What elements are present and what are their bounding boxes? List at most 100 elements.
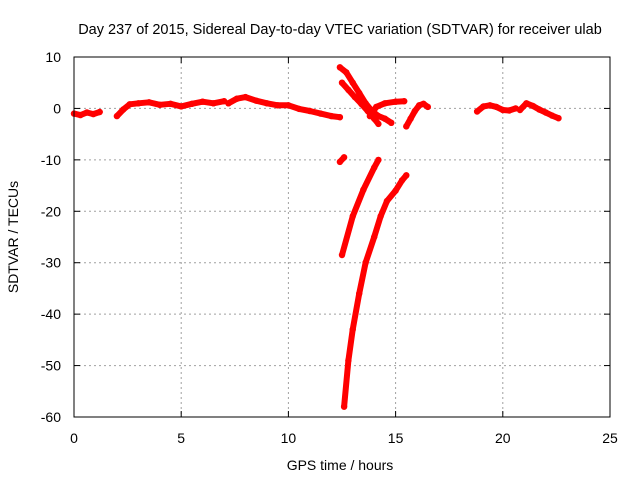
data-point — [336, 158, 344, 166]
data-point — [77, 111, 84, 119]
data-point — [523, 100, 530, 107]
data-point — [362, 259, 369, 266]
data-point — [392, 98, 399, 105]
data-point — [366, 112, 374, 120]
data-point — [403, 172, 410, 179]
data-point — [375, 156, 382, 164]
data-point — [349, 79, 356, 86]
data-point — [473, 108, 481, 115]
data-point — [178, 103, 185, 110]
y-axis-title: SDTVAR / TECUs — [5, 181, 21, 293]
y-tick-label: 0 — [53, 100, 61, 116]
data-point — [349, 326, 356, 333]
data-point — [407, 115, 414, 122]
data-point — [555, 115, 562, 122]
data-point — [375, 120, 382, 128]
y-tick-label: -10 — [41, 152, 61, 168]
data-point — [343, 69, 350, 76]
data-point — [199, 98, 206, 105]
series-band-arc-b1 — [336, 64, 395, 126]
data-point — [83, 109, 91, 116]
data-point — [377, 213, 384, 220]
data-point — [398, 177, 406, 184]
x-tick-label: 15 — [388, 430, 404, 446]
y-tick-label: -40 — [41, 306, 61, 322]
x-tick-label: 0 — [70, 430, 78, 446]
y-tick-label: 10 — [45, 49, 61, 65]
data-point — [96, 108, 103, 116]
data-point — [548, 112, 556, 119]
data-point — [113, 112, 121, 120]
data-series — [70, 64, 562, 410]
data-point — [392, 187, 399, 194]
x-tick-labels: 0 5 10 15 20 25 — [70, 430, 618, 446]
data-point — [340, 403, 348, 410]
data-point — [358, 100, 365, 108]
data-point — [403, 123, 410, 130]
data-point — [345, 357, 352, 364]
data-point — [349, 213, 356, 220]
data-point — [167, 100, 174, 108]
data-point — [210, 100, 217, 107]
data-point — [336, 64, 344, 71]
data-point — [328, 112, 335, 120]
data-point — [351, 93, 359, 101]
data-point — [486, 102, 494, 109]
data-point — [135, 100, 142, 107]
data-point — [506, 107, 513, 114]
data-point — [188, 100, 196, 108]
data-point — [388, 119, 395, 127]
data-point — [90, 110, 97, 118]
data-point — [285, 102, 292, 109]
data-point — [536, 106, 543, 113]
data-point — [480, 103, 487, 110]
data-point — [529, 102, 536, 110]
data-point — [338, 79, 346, 86]
data-point — [345, 86, 352, 94]
data-point — [156, 101, 163, 109]
data-point — [542, 109, 549, 116]
data-point — [306, 107, 313, 115]
data-point — [373, 103, 380, 111]
data-point — [225, 100, 232, 107]
chart-title: Day 237 of 2015, Sidereal Day-to-day VTE… — [78, 22, 602, 38]
y-tick-label: -20 — [41, 203, 61, 219]
data-point — [381, 115, 389, 122]
data-point — [126, 101, 133, 108]
data-point — [360, 186, 367, 193]
x-tick-label: 10 — [281, 430, 297, 446]
data-point — [381, 100, 389, 107]
x-tick-label: 25 — [602, 430, 618, 446]
x-axis-title: GPS time / hours — [287, 457, 394, 473]
data-point — [371, 164, 378, 171]
x-tick-label: 5 — [177, 430, 185, 446]
data-point — [493, 103, 500, 111]
data-point — [253, 97, 260, 104]
data-point — [401, 98, 408, 105]
data-point — [424, 103, 431, 111]
data-point — [295, 105, 303, 113]
plot-frame — [73, 56, 611, 418]
data-point — [317, 110, 324, 117]
data-point — [356, 290, 363, 297]
data-point — [233, 95, 241, 102]
data-point — [356, 89, 363, 97]
data-point — [274, 102, 281, 109]
data-point — [120, 106, 127, 113]
data-point — [145, 99, 153, 106]
y-tick-label: -50 — [41, 358, 61, 374]
data-point — [338, 251, 346, 259]
data-point — [340, 154, 348, 161]
data-point — [499, 106, 506, 114]
data-point — [516, 106, 524, 114]
data-point — [263, 100, 271, 107]
axis-ticks — [73, 56, 611, 418]
grid-lines — [74, 57, 610, 417]
data-point — [383, 197, 391, 205]
data-point — [336, 114, 344, 121]
data-point — [242, 93, 249, 101]
data-point — [411, 107, 419, 115]
y-tick-label: -30 — [41, 255, 61, 271]
